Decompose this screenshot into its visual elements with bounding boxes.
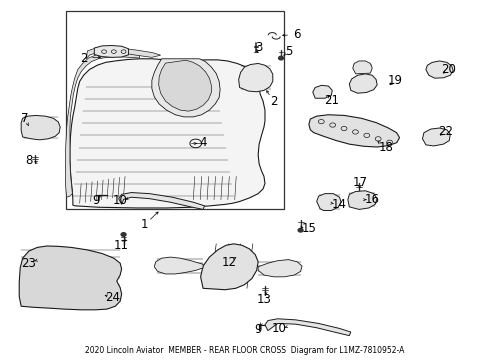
Bar (65, 12, 283, 209)
Text: 22: 22 (437, 125, 452, 138)
Polygon shape (352, 61, 371, 74)
Polygon shape (258, 260, 302, 277)
Text: 5: 5 (284, 45, 291, 58)
Polygon shape (86, 47, 160, 59)
Polygon shape (152, 59, 220, 117)
Text: 16: 16 (364, 193, 379, 206)
Polygon shape (158, 60, 211, 111)
Circle shape (278, 56, 283, 60)
Text: 9: 9 (92, 194, 100, 207)
Polygon shape (348, 74, 376, 93)
Text: 9: 9 (253, 323, 261, 336)
Polygon shape (316, 194, 340, 211)
Text: 2: 2 (269, 95, 277, 108)
Polygon shape (200, 244, 258, 290)
Text: 7: 7 (21, 112, 29, 125)
Text: 21: 21 (323, 94, 338, 107)
Text: 24: 24 (105, 291, 120, 304)
Text: 2020 Lincoln Aviator  MEMBER - REAR FLOOR CROSS  Diagram for L1MZ-7810952-A: 2020 Lincoln Aviator MEMBER - REAR FLOOR… (84, 346, 404, 355)
Text: 12: 12 (221, 256, 236, 269)
Text: 6: 6 (292, 28, 300, 41)
Text: 10: 10 (272, 322, 286, 335)
Polygon shape (238, 63, 272, 92)
Polygon shape (422, 128, 449, 146)
Circle shape (121, 233, 126, 236)
Polygon shape (154, 257, 203, 274)
Polygon shape (119, 193, 204, 210)
Text: 23: 23 (21, 257, 36, 270)
Polygon shape (308, 115, 399, 147)
Polygon shape (65, 51, 140, 197)
Polygon shape (312, 85, 331, 98)
Polygon shape (347, 191, 376, 210)
Polygon shape (21, 116, 60, 140)
Text: 14: 14 (331, 198, 346, 211)
Text: 17: 17 (352, 176, 367, 189)
Circle shape (298, 228, 303, 232)
Text: 10: 10 (113, 194, 127, 207)
Text: 1: 1 (141, 218, 148, 231)
Text: 11: 11 (114, 239, 129, 252)
Text: 8: 8 (25, 154, 33, 167)
Polygon shape (94, 45, 128, 57)
Polygon shape (264, 319, 350, 336)
Text: 18: 18 (378, 140, 392, 153)
Polygon shape (70, 59, 264, 208)
Text: 2: 2 (80, 51, 87, 64)
Text: 19: 19 (387, 74, 402, 87)
Text: 13: 13 (256, 293, 271, 306)
Text: 15: 15 (301, 222, 316, 235)
Text: 20: 20 (440, 63, 455, 76)
Polygon shape (425, 61, 452, 78)
Text: 4: 4 (199, 136, 206, 149)
Text: 3: 3 (255, 41, 262, 54)
Polygon shape (19, 246, 122, 310)
